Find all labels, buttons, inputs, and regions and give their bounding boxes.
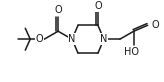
- Text: O: O: [36, 34, 43, 44]
- Text: O: O: [54, 5, 62, 15]
- Text: N: N: [68, 34, 76, 44]
- Text: O: O: [152, 20, 159, 30]
- Text: N: N: [100, 34, 108, 44]
- Text: O: O: [94, 1, 102, 11]
- Text: HO: HO: [124, 47, 139, 57]
